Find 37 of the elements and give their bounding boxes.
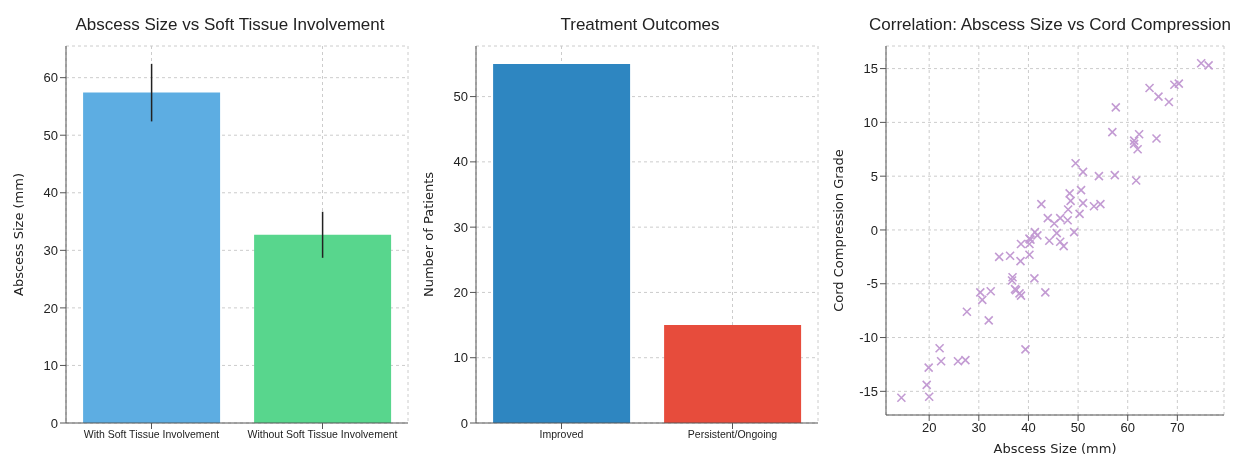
y-tick-label: 0	[870, 222, 878, 238]
y-tick-label: 10	[43, 358, 58, 374]
chart-title: Correlation: Abscess Size vs Cord Compression	[869, 15, 1231, 34]
x-tick-label: 40	[1021, 420, 1036, 436]
y-tick-label: 0	[50, 415, 58, 431]
chart-title: Abscess Size vs Soft Tissue Involvement	[75, 15, 385, 34]
x-tick-label: With Soft Tissue Involvement	[83, 428, 220, 441]
x-tick-label: 70	[1170, 420, 1185, 436]
x-tick-label: 20	[921, 420, 937, 436]
y-axis-title: Number of Patients	[420, 171, 436, 298]
y-tick-label: 50	[453, 89, 468, 105]
y-tick-label: 20	[453, 285, 468, 301]
x-tick-label: Persistent/Ongoing	[687, 428, 778, 441]
x-tick-label: Improved	[539, 428, 584, 441]
x-axis-title: Abscess Size (mm)	[993, 441, 1117, 456]
y-tick-label: 60	[43, 70, 58, 86]
y-tick-label: 0	[460, 415, 468, 431]
x-tick-label: 50	[1070, 420, 1086, 436]
x-tick-label: Without Soft Tissue Involvement	[247, 428, 398, 441]
y-tick-label: -5	[866, 276, 878, 292]
y-tick-label: 40	[43, 185, 58, 201]
y-axis-title: Cord Compression Grade	[830, 149, 846, 312]
x-tick-label: 30	[971, 420, 987, 436]
y-tick-label: -10	[859, 330, 878, 346]
y-tick-label: 50	[43, 127, 58, 143]
y-tick-label: 10	[453, 350, 468, 366]
y-tick-label: 30	[453, 219, 468, 235]
y-tick-label: 10	[863, 115, 878, 130]
y-tick-label: 5	[870, 168, 878, 184]
y-tick-label: 15	[863, 61, 878, 77]
y-tick-label: 30	[43, 242, 58, 258]
y-axis-title: Abscess Size (mm)	[10, 172, 26, 297]
y-tick-label: 20	[43, 300, 58, 316]
y-tick-label: 40	[453, 154, 468, 170]
chart-title: Treatment Outcomes	[560, 15, 720, 34]
x-tick-label: 60	[1120, 420, 1135, 436]
y-tick-label: -15	[859, 383, 878, 399]
